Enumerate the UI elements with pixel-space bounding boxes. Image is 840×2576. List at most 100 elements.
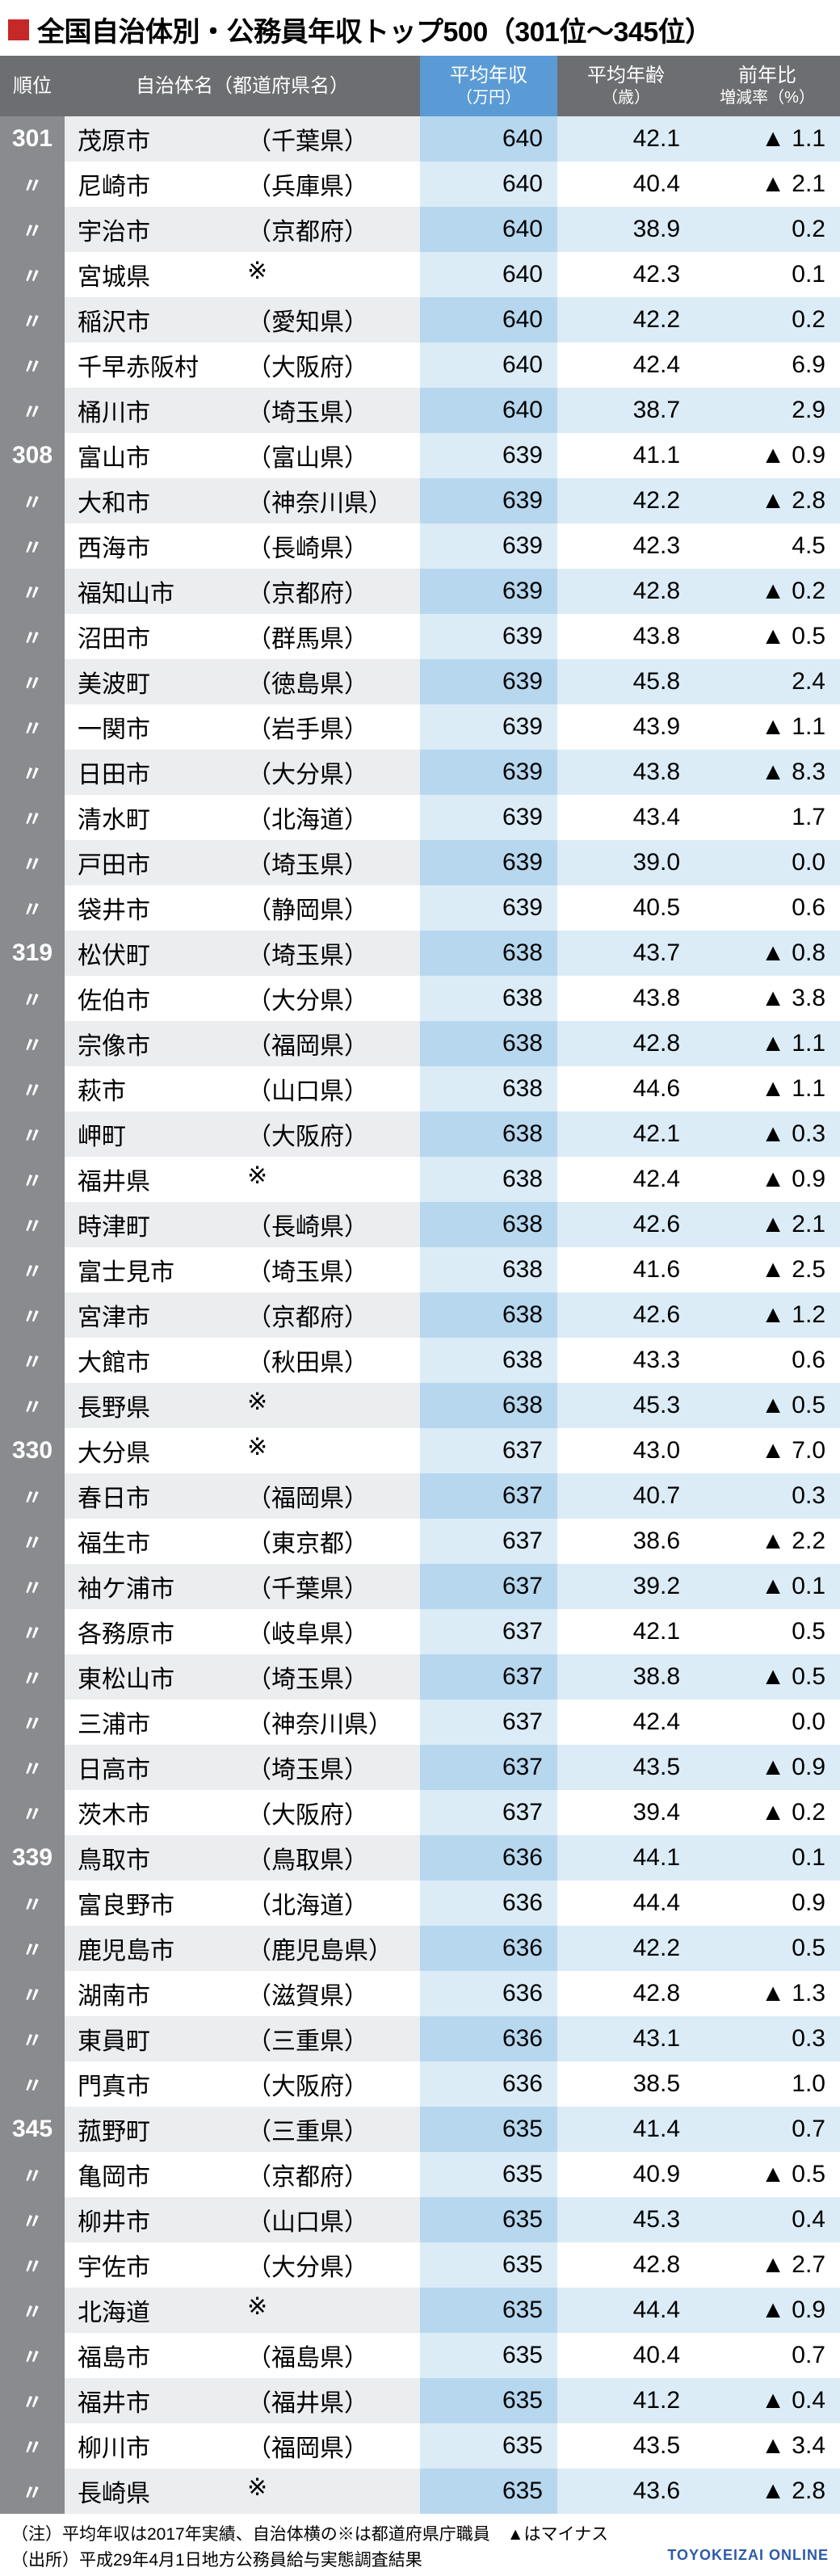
cell-salary: 635 [420, 2378, 557, 2423]
cell-rank: 〃 [0, 750, 65, 795]
cell-salary: 637 [420, 1745, 557, 1790]
cell-age: 42.4 [557, 1157, 695, 1202]
municipality-name: 美波町 [78, 664, 247, 700]
cell-salary: 635 [420, 2469, 557, 2514]
cell-age: 42.2 [557, 297, 695, 342]
cell-municipality: 佐伯市（大分県） [65, 976, 420, 1021]
cell-salary: 636 [420, 1881, 557, 1926]
cell-rank: 〃 [0, 1926, 65, 1971]
cell-rank: 308 [0, 433, 65, 478]
cell-salary: 638 [420, 1157, 557, 1202]
cell-salary: 637 [420, 1654, 557, 1700]
cell-age: 42.2 [557, 1926, 695, 1971]
table-header: 順位 自治体名（都道府県名） 平均年収（万円） 平均年齢（歳） 前年比増減率（%… [0, 56, 840, 116]
cell-yoy: 1.0 [695, 2061, 840, 2107]
prefecture-name: （京都府） [247, 212, 368, 247]
municipality-name: 茂原市 [78, 121, 247, 157]
cell-yoy: 0.5 [695, 1609, 840, 1654]
table-row: 〃柳川市（福岡県）63543.5▲ 3.4 [0, 2423, 840, 2469]
prefecture-name: （京都府） [247, 574, 368, 609]
cell-age: 42.8 [557, 1021, 695, 1066]
cell-age: 38.6 [557, 1519, 695, 1564]
cell-age: 43.8 [557, 976, 695, 1021]
cell-municipality: 福井県※ [65, 1157, 420, 1202]
cell-age: 38.5 [557, 2061, 695, 2107]
cell-yoy: 2.9 [695, 388, 840, 433]
cell-age: 42.1 [557, 1112, 695, 1157]
prefecture-name: （徳島県） [247, 664, 368, 700]
cell-salary: 640 [420, 388, 557, 433]
table-row: 〃宗像市（福岡県）63842.8▲ 1.1 [0, 1021, 840, 1066]
municipality-name: 三浦市 [78, 1704, 247, 1740]
table-row: 〃沼田市（群馬県）63943.8▲ 0.5 [0, 614, 840, 659]
prefecture-name: （埼玉県） [247, 1252, 368, 1288]
municipality-name: 佐伯市 [78, 981, 247, 1016]
cell-salary: 637 [420, 1519, 557, 1564]
cell-yoy: ▲ 2.5 [695, 1247, 840, 1292]
prefecture-name: （千葉県） [247, 1569, 368, 1604]
cell-salary: 637 [420, 1700, 557, 1745]
cell-salary: 639 [420, 795, 557, 840]
cell-municipality: 湖南市（滋賀県） [65, 1971, 420, 2016]
cell-salary: 637 [420, 1428, 557, 1473]
prefecture-name: （神奈川県） [247, 1704, 393, 1740]
cell-yoy: 1.7 [695, 795, 840, 840]
table-row: 〃東員町（三重県）63643.10.3 [0, 2016, 840, 2061]
municipality-name: 菰野町 [78, 2112, 247, 2147]
cell-age: 43.4 [557, 795, 695, 840]
cell-municipality: 戸田市（埼玉県） [65, 840, 420, 885]
cell-municipality: 宮津市（京都府） [65, 1292, 420, 1338]
page-title: 全国自治体別・公務員年収トップ500（301位～345位） [37, 10, 712, 49]
cell-salary: 637 [420, 1473, 557, 1519]
cell-municipality: 富士見市（埼玉県） [65, 1247, 420, 1292]
cell-rank: 〃 [0, 388, 65, 433]
municipality-name: 沼田市 [78, 619, 247, 654]
cell-yoy: 0.0 [695, 840, 840, 885]
cell-age: 39.0 [557, 840, 695, 885]
cell-age: 41.1 [557, 433, 695, 478]
table-row: 339鳥取市（鳥取県）63644.10.1 [0, 1835, 840, 1881]
table-row: 〃千早赤阪村（大阪府）64042.46.9 [0, 342, 840, 388]
municipality-name: 門真市 [78, 2066, 247, 2102]
prefecture-name: （大阪府） [247, 1116, 368, 1152]
table-row: 〃亀岡市（京都府）63540.9▲ 0.5 [0, 2152, 840, 2197]
table-row: 〃佐伯市（大分県）63843.8▲ 3.8 [0, 976, 840, 1021]
table-row: 330大分県※63743.0▲ 7.0 [0, 1428, 840, 1473]
table-row: 〃時津町（長崎県）63842.6▲ 2.1 [0, 1202, 840, 1247]
table-row: 〃富士見市（埼玉県）63841.6▲ 2.5 [0, 1247, 840, 1292]
footnote-line2: （出所）平成29年4月1日地方公務員給与実態調査結果 [11, 2548, 667, 2574]
table-row: 〃福生市（東京都）63738.6▲ 2.2 [0, 1519, 840, 1564]
prefecture-name: （大阪府） [247, 2066, 368, 2102]
cell-municipality: 柳井市（山口県） [65, 2197, 420, 2242]
cell-rank: 〃 [0, 1202, 65, 1247]
cell-age: 43.0 [557, 1428, 695, 1473]
cell-yoy: ▲ 0.9 [695, 2288, 840, 2333]
prefecture-name: （滋賀県） [247, 1976, 368, 2011]
prefecture-name: （福岡県） [247, 2428, 368, 2464]
municipality-name: 宇治市 [78, 212, 247, 247]
cell-yoy: ▲ 1.1 [695, 1066, 840, 1112]
cell-age: 45.8 [557, 659, 695, 704]
cell-municipality: 西海市（長崎県） [65, 523, 420, 569]
cell-age: 43.7 [557, 931, 695, 976]
cell-municipality: 宗像市（福岡県） [65, 1021, 420, 1066]
prefecture-name: ※ [247, 1162, 267, 1197]
ranking-table-container: 全国自治体別・公務員年収トップ500（301位～345位） 順位 自治体名（都道… [0, 0, 840, 2576]
cell-municipality: 時津町（長崎県） [65, 1202, 420, 1247]
municipality-name: 清水町 [78, 800, 247, 835]
prefecture-name: （北海道） [247, 1885, 368, 1921]
cell-rank: 〃 [0, 1112, 65, 1157]
table-row: 〃東松山市（埼玉県）63738.8▲ 0.5 [0, 1654, 840, 1700]
municipality-name: 宇佐市 [78, 2247, 247, 2283]
table-row: 〃福井県※63842.4▲ 0.9 [0, 1157, 840, 1202]
municipality-name: 富山市 [78, 438, 247, 473]
cell-salary: 637 [420, 1790, 557, 1835]
cell-salary: 638 [420, 1383, 557, 1428]
cell-salary: 636 [420, 2061, 557, 2107]
cell-salary: 638 [420, 931, 557, 976]
cell-age: 42.8 [557, 2242, 695, 2288]
cell-age: 42.8 [557, 1971, 695, 2016]
cell-yoy: ▲ 0.5 [695, 1383, 840, 1428]
cell-age: 41.6 [557, 1247, 695, 1292]
table-row: 301茂原市（千葉県）64042.1▲ 1.1 [0, 116, 840, 162]
